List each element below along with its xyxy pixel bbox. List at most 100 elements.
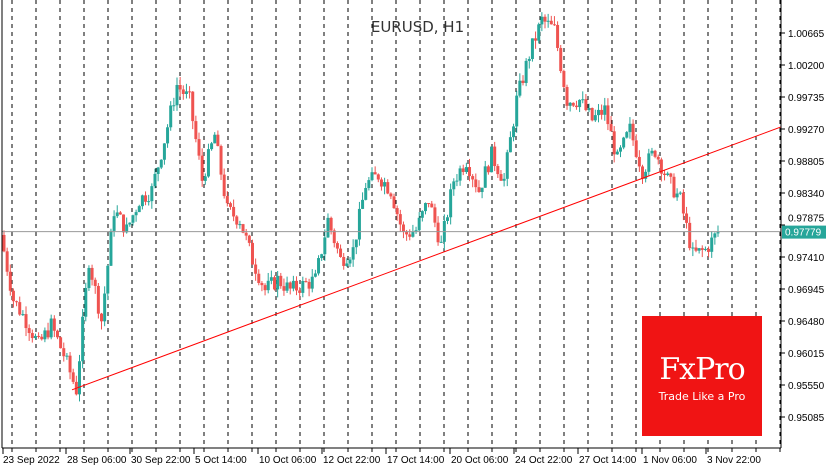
candle-body	[159, 159, 163, 168]
candle	[313, 269, 317, 278]
candle	[100, 312, 104, 330]
candle-body	[30, 333, 34, 339]
candle	[700, 245, 704, 258]
candle-body	[125, 224, 129, 233]
candle-body	[225, 196, 229, 204]
candle	[615, 149, 619, 155]
candle-body	[373, 172, 377, 175]
candle-body	[257, 273, 261, 283]
candle	[596, 104, 600, 123]
candle	[710, 231, 714, 258]
y-tick-label: 0.99270	[788, 125, 825, 136]
candle-body	[584, 99, 588, 111]
candle	[537, 22, 541, 44]
candle-body	[112, 216, 116, 231]
candle	[414, 226, 418, 234]
candle	[669, 172, 673, 184]
candle-body	[156, 167, 160, 174]
candle-body	[540, 16, 544, 25]
candle	[238, 220, 242, 229]
candle-body	[392, 196, 396, 209]
candle	[84, 282, 88, 322]
candle-body	[423, 203, 427, 212]
candle	[512, 123, 516, 142]
candle	[166, 124, 170, 148]
candle-body	[203, 176, 207, 181]
candle-body	[521, 80, 525, 83]
candle-body	[565, 86, 569, 106]
candle-body	[656, 156, 660, 160]
candle-body	[2, 234, 6, 252]
candle-body	[659, 159, 663, 174]
candle	[685, 206, 689, 229]
candle	[398, 209, 402, 232]
x-tick-label: 1 Nov 06:00	[643, 455, 697, 466]
candle-body	[436, 222, 440, 243]
candle-body	[93, 279, 97, 286]
candle-body	[644, 171, 648, 179]
candle-body	[106, 265, 110, 294]
candle-body	[716, 232, 720, 234]
candle	[707, 246, 711, 258]
candle	[18, 296, 22, 316]
candle	[109, 228, 113, 266]
candle-body	[307, 281, 311, 289]
candle	[666, 171, 670, 177]
candle	[483, 160, 487, 188]
candle-body	[386, 182, 390, 194]
candle-body	[84, 288, 88, 317]
candle-body	[115, 212, 119, 217]
candle-body	[18, 302, 22, 315]
candle	[279, 272, 283, 289]
candle-body	[153, 173, 157, 187]
candle-body	[109, 230, 113, 266]
candle-body	[361, 199, 365, 209]
candle-body	[713, 233, 717, 238]
candle-body	[634, 140, 638, 157]
candle-body	[162, 143, 166, 160]
candle-body	[266, 280, 270, 291]
candle-body	[417, 217, 421, 231]
candle-body	[593, 115, 597, 121]
candle	[266, 272, 270, 294]
candle-body	[512, 126, 516, 138]
candle-body	[181, 89, 185, 94]
candle-body	[574, 105, 578, 108]
candle-body	[339, 248, 343, 257]
candle-body	[15, 301, 19, 303]
candle-body	[90, 267, 94, 280]
candle-body	[351, 247, 355, 260]
candle	[125, 217, 129, 234]
candle	[285, 276, 289, 294]
candle	[317, 255, 321, 276]
candle-body	[335, 243, 339, 249]
candle	[210, 141, 214, 151]
candle-body	[62, 348, 66, 357]
candle	[153, 168, 157, 189]
candle-body	[288, 282, 292, 289]
y-tick-label: 1.00665	[788, 29, 825, 40]
candle	[373, 166, 377, 175]
candle-body	[49, 318, 53, 338]
candle	[534, 31, 538, 49]
candle-body	[587, 108, 591, 111]
candle	[304, 277, 308, 283]
candle	[222, 168, 226, 199]
candle	[565, 84, 569, 110]
candle	[181, 85, 185, 100]
candle-body	[21, 314, 25, 316]
candle-body	[166, 127, 170, 144]
candle	[546, 13, 550, 28]
candle	[370, 167, 374, 182]
candle	[584, 94, 588, 112]
candle-body	[128, 222, 132, 225]
candle-body	[486, 166, 490, 173]
candle-body	[24, 314, 28, 329]
candle	[672, 173, 676, 199]
candle-body	[452, 181, 456, 190]
candle	[49, 314, 53, 340]
candle-body	[606, 105, 610, 125]
candle	[653, 149, 657, 159]
candle	[464, 162, 468, 174]
candle-body	[279, 275, 283, 287]
